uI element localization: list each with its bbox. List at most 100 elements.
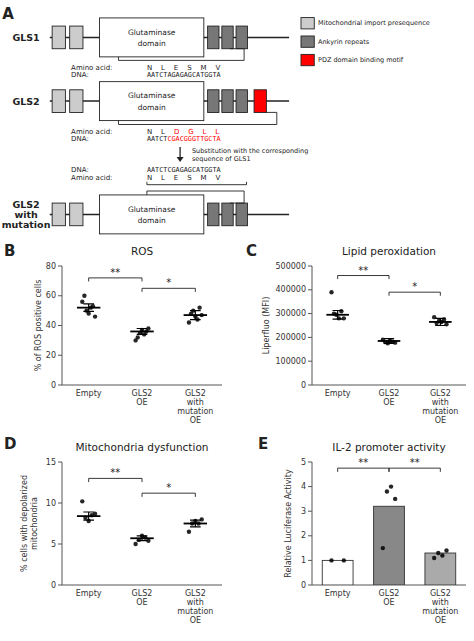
tick-mark <box>308 511 312 512</box>
domain-label: domain <box>138 39 166 48</box>
category-label-line: with <box>187 398 204 407</box>
sequence-text: Amino acid: <box>71 174 112 182</box>
sequence-text: DNA: <box>71 135 89 143</box>
tick-label: 0 <box>301 581 306 590</box>
text-part: CGACGGGTTGCTA <box>167 135 220 143</box>
significance-bar <box>142 493 195 497</box>
category-label-line: OE <box>136 598 147 607</box>
figure: Mitochondrial import presequenceAnkyrin … <box>0 0 474 641</box>
bracket <box>119 112 277 124</box>
dot <box>136 335 140 339</box>
category-label-line: OE <box>190 416 201 425</box>
tick-mark <box>308 266 312 267</box>
dot <box>329 290 333 294</box>
category-label-line: OE <box>383 398 394 407</box>
sequence-text: N L E S M V <box>147 174 221 182</box>
plot-area <box>77 294 207 343</box>
error-bar <box>190 311 201 320</box>
ankyrin-repeat-box <box>222 26 233 49</box>
tick-mark <box>308 289 312 290</box>
domain-label: Glutaminase <box>128 91 176 100</box>
panel-dot: 0100000200000300000400000500000C***Lipid… <box>246 242 466 425</box>
category-label-line: Empty <box>76 589 102 598</box>
category-label: Empty <box>76 589 102 598</box>
ankyrin-repeat-box <box>222 203 233 226</box>
dot <box>385 489 389 493</box>
sequence-text: DNA: <box>71 71 89 79</box>
dot <box>440 553 444 557</box>
tick-mark <box>308 462 312 463</box>
y-axis-label: % cells with depolarized <box>20 475 29 572</box>
significance-label: ** <box>110 467 120 478</box>
dot <box>381 546 385 550</box>
category-label: GLS2withmutationOE <box>422 589 458 625</box>
tick-mark <box>308 385 312 386</box>
category-label-line: GLS2 <box>185 589 206 598</box>
domain-label: Glutaminase <box>128 28 176 37</box>
dot <box>389 484 393 488</box>
dot <box>444 548 448 552</box>
dot <box>187 530 191 534</box>
panel-label: B <box>4 242 15 260</box>
category-label-line: OE <box>435 416 446 425</box>
category-label-line: GLS2 <box>132 589 153 598</box>
panel-label: C <box>246 242 257 260</box>
tick-label: 60 <box>46 291 56 300</box>
tick-label: 1 <box>301 556 306 565</box>
presequence-box <box>70 90 83 113</box>
x-axis-line <box>62 385 222 386</box>
dot <box>80 499 84 503</box>
category-label-line: mutation <box>177 407 213 416</box>
text-line: sequence of GLS1 <box>192 155 251 163</box>
chart-title: IL-2 promoter activity <box>332 441 445 453</box>
significance-bar <box>389 468 440 472</box>
dot <box>93 314 97 318</box>
tick-mark <box>308 486 312 487</box>
substitution-note: Substitution with the correspondingseque… <box>192 147 308 163</box>
tick-label: 5 <box>51 540 56 549</box>
y-axis-label: % of ROS positive cells <box>34 280 43 372</box>
text-line: mutation <box>2 219 51 230</box>
ankyrin-repeat-box <box>208 90 219 113</box>
error-bar <box>190 520 201 527</box>
tick-mark <box>308 361 312 362</box>
glutaminase-domain-box <box>100 18 204 57</box>
ankyrin-repeat-box <box>208 203 219 226</box>
legend-entry: Ankyrin repeats <box>318 38 370 46</box>
bar <box>425 553 456 585</box>
y-axis-label: Liperfluo (MFI) <box>262 297 271 355</box>
dot <box>329 558 333 562</box>
y-axis-label: Relative Luciferase Activity <box>284 469 293 578</box>
protein-label: GLS2 <box>12 96 39 107</box>
tick-label: 500000 <box>275 262 306 271</box>
tick-label: 5 <box>301 458 306 467</box>
y-axis-label: mitochondria <box>30 497 39 550</box>
category-label-line: mutation <box>177 607 213 616</box>
tick-label: 15 <box>46 458 56 467</box>
glutaminase-domain-box <box>100 195 204 234</box>
tick-mark <box>58 544 62 545</box>
error-bar <box>384 339 394 344</box>
category-label-line: OE <box>136 398 147 407</box>
category-label: GLS2OE <box>379 389 400 407</box>
tick-mark <box>58 585 62 586</box>
panel-a: Mitochondrial import presequenceAnkyrin … <box>2 5 430 234</box>
x-axis-line <box>312 385 466 386</box>
plot-area <box>322 484 455 585</box>
text-part: AATCT <box>147 135 167 143</box>
plot-area <box>326 290 451 346</box>
presequence-box <box>70 203 83 226</box>
dot <box>82 294 86 298</box>
category-label-line: with <box>432 598 449 607</box>
tick-label: 100000 <box>275 357 306 366</box>
significance-label: * <box>166 277 171 288</box>
dot <box>432 556 436 560</box>
arrow-shaft <box>179 147 180 158</box>
dot <box>436 551 440 555</box>
category-label: Empty <box>325 589 351 598</box>
category-label-line: Empty <box>325 389 351 398</box>
bracket <box>119 49 245 61</box>
presequence-box <box>52 203 65 226</box>
category-label-line: mutation <box>422 607 458 616</box>
y-axis-line <box>62 462 63 585</box>
